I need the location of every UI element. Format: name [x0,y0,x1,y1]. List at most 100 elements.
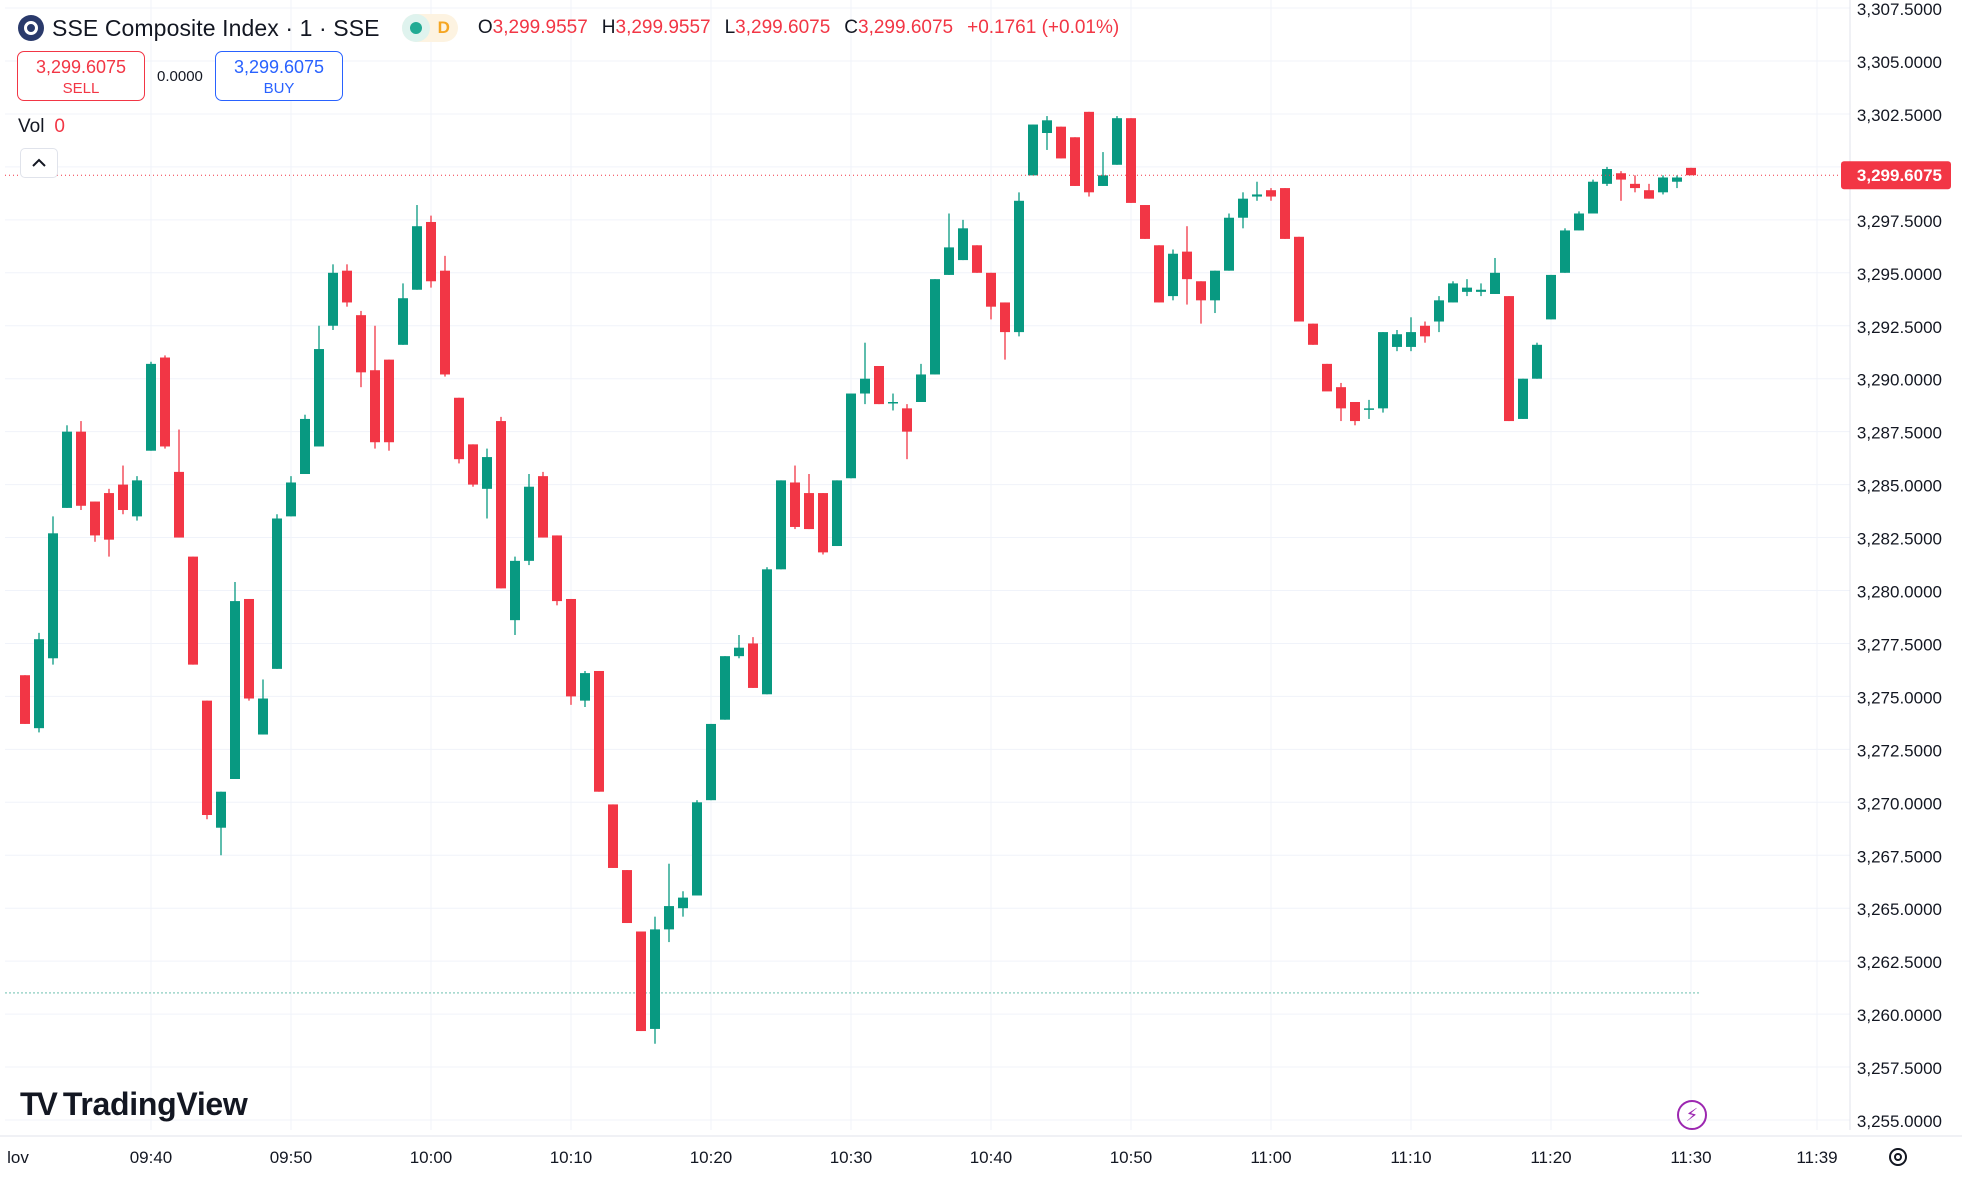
y-tick-label: 3,272.5000 [1857,741,1942,760]
candle-body [216,791,226,828]
candle [454,397,464,464]
candle-body [916,374,926,402]
candle-body [538,476,548,538]
y-tick-label: 3,255.0000 [1857,1112,1942,1131]
candle-body [272,518,282,669]
candle-body [636,931,646,1032]
buy-label: BUY [263,80,295,97]
candle-body [1252,194,1262,197]
candle [132,476,142,521]
candle [720,656,730,720]
candle-body [1532,344,1542,379]
sell-button[interactable]: 3,299.6075 SELL [17,51,145,101]
tradingview-logo[interactable]: TV TradingView [20,1086,248,1123]
candle-body [1140,205,1150,239]
candle [650,916,660,1044]
candle-body [902,408,912,432]
collapse-legend-button[interactable] [20,148,58,178]
candle-body [34,639,44,729]
y-tick-label: 3,275.0000 [1857,688,1942,707]
x-tick-label: 10:20 [690,1148,733,1167]
candle-body [650,929,660,1029]
candle-body [62,431,72,508]
candle [958,219,968,261]
candle [860,342,870,405]
y-tick-label: 3,287.5000 [1857,424,1942,443]
candle [734,634,744,659]
candle [1168,249,1178,301]
candle [874,365,884,405]
candle-body [20,675,30,724]
candle [1182,226,1192,305]
candle [1308,323,1318,345]
candle [104,488,114,557]
gear-icon[interactable] [1885,1144,1911,1170]
buy-button[interactable]: 3,299.6075 BUY [215,51,343,101]
volume-legend[interactable]: Vol 0 [18,116,65,138]
candle [1056,126,1066,159]
data-delay-label: D [437,18,450,37]
candle-body [1616,173,1626,180]
x-tick-label: 11:39 [1796,1148,1837,1167]
candle [34,632,44,733]
candle [1672,175,1682,189]
candle [216,791,226,856]
brand-name: TradingView [62,1086,248,1122]
candle [188,556,198,665]
candle-body [846,393,856,479]
candle [314,325,324,447]
candle-body [426,221,436,282]
candle-body [1014,200,1024,333]
candle [398,283,408,345]
candle-body [566,598,576,697]
candle [986,272,996,320]
candle-body [90,501,100,536]
candle [1224,213,1234,271]
x-tick-label: lov [7,1148,29,1167]
candle-body [1266,190,1276,197]
candle-body [230,601,240,780]
candle [776,480,786,570]
candle-body [1210,270,1220,301]
candle [342,264,352,307]
candle [846,393,856,479]
candle [272,514,282,669]
candle-body [1588,181,1598,214]
candle-body [1504,296,1514,422]
candle-body [1630,183,1640,189]
candle-body [524,486,534,561]
candle-body [356,315,366,373]
x-tick-label: 09:40 [130,1148,173,1167]
candle-body [510,560,520,621]
candle [818,493,828,555]
symbol-title[interactable]: SSE Composite Index · 1 · SSE [52,14,380,41]
candle [48,516,58,665]
market-status-badge[interactable]: D [401,14,458,42]
lightning-icon[interactable]: ⚡ [1677,1100,1707,1130]
candle-body [1378,332,1388,409]
y-tick-label: 3,280.0000 [1857,583,1942,602]
symbol-logo-icon[interactable] [18,15,44,41]
candle-body [720,656,730,720]
x-tick-label: 11:30 [1670,1148,1711,1167]
candle [902,404,912,460]
candle [496,416,506,589]
candle-body [1000,302,1010,333]
candle-body [370,370,380,443]
candle-body [412,226,422,290]
y-tick-label: 3,295.0000 [1857,265,1942,284]
candle-body [202,700,212,816]
candle [608,804,618,868]
candle-body [1546,274,1556,320]
volume-label: Vol [18,116,45,137]
candle [1336,382,1346,422]
x-tick-label: 10:00 [410,1148,453,1167]
candle-body [1028,124,1038,176]
candle [832,480,842,547]
candle [552,535,562,606]
y-tick-label: 3,290.0000 [1857,371,1942,390]
candle [1518,378,1528,419]
candle [174,429,184,538]
candle-body [1490,272,1500,294]
